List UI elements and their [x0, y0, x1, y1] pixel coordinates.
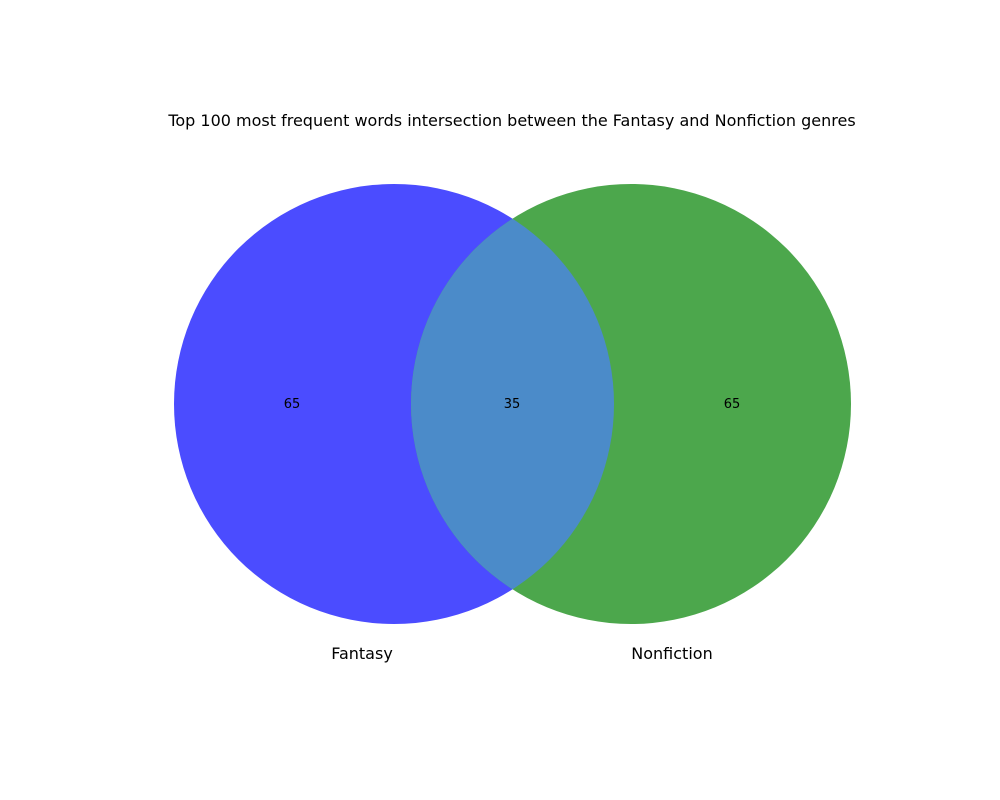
fantasy-only-count: 65 — [284, 397, 301, 412]
nonfiction-set-label: Nonfiction — [631, 644, 712, 663]
intersection-count: 35 — [504, 397, 521, 412]
fantasy-set-label: Fantasy — [331, 644, 393, 663]
diagram-title: Top 100 most frequent words intersection… — [167, 111, 855, 130]
nonfiction-only-count: 65 — [724, 397, 741, 412]
intersection-region — [411, 184, 614, 624]
